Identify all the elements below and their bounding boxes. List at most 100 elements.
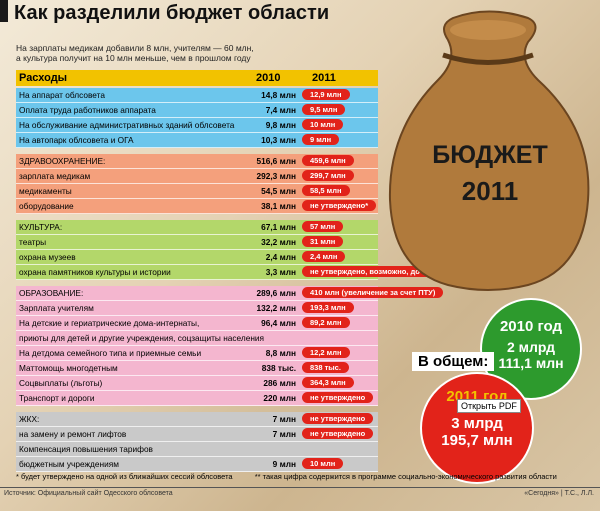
row-label: оборудование — [19, 201, 74, 211]
total-value: 2 млрд — [506, 339, 555, 355]
table-row: ЗДРАВООХРАНЕНИЕ: 516,6 млн 459,6 млн — [16, 154, 378, 169]
table-row: На обслуживание административных зданий … — [16, 118, 378, 133]
bag-label: 2011 — [462, 176, 518, 206]
title-marker — [0, 0, 8, 22]
row-label: На детские и гериатрические дома-интерна… — [19, 318, 200, 328]
value-2010: 54,5 млн — [261, 186, 296, 196]
total-year: 2010 год — [499, 318, 563, 335]
value-2011: 193,3 млн — [302, 302, 354, 313]
value-2011: 10 млн — [302, 458, 344, 469]
column-header: Расходы — [19, 72, 68, 84]
column-header: 2011 — [312, 72, 336, 84]
row-label: театры — [19, 237, 47, 247]
row-label: охрана музеев — [19, 252, 76, 262]
row-label: ЗДРАВООХРАНЕНИЕ: — [19, 156, 106, 166]
footnotes: * будет утверждено на одной из ближайших… — [16, 472, 596, 481]
table-row: На детские и гериатрические дома-интерна… — [16, 316, 378, 331]
bag-illustration: БЮДЖЕТ 2011 — [388, 10, 590, 291]
value-2010: 7,4 млн — [265, 105, 296, 115]
row-label: бюджетным учреждениям — [19, 459, 119, 469]
table-row: На детдома семейного типа и приемные сем… — [16, 346, 378, 361]
value-2010: 32,2 млн — [261, 237, 296, 247]
value-2011: 838 тыс. — [302, 362, 349, 373]
value-2010: 289,6 млн — [256, 288, 297, 298]
value-2010: 10,3 млн — [261, 135, 296, 145]
value-2011: 57 млн — [302, 221, 344, 232]
table-row: КУЛЬТУРА: 67,1 млн 57 млн — [16, 220, 378, 235]
source: Источник: Официальный сайт Одесского обл… — [4, 490, 173, 497]
footnote: * будет утверждено на одной из ближайших… — [16, 472, 233, 481]
value-2010: 292,3 млн — [256, 171, 297, 181]
column-header: 2010 — [256, 72, 281, 84]
value-2011: 459,6 млн — [302, 155, 354, 166]
row-label: Оплата труда работников аппарата — [19, 105, 156, 115]
row-label: зарплата медикам — [19, 171, 91, 181]
table-header: Расходы 2010 2011 — [16, 70, 378, 86]
value-2010: 2,4 млн — [265, 252, 296, 262]
value-2010: 3,3 млн — [265, 267, 296, 277]
value-2011: не утверждено — [302, 413, 374, 424]
credit: «Сегодня» | Т.С., Л.Л. — [524, 490, 594, 497]
subtitle: На зарплаты медикам добавили 8 млн, учит… — [16, 43, 254, 63]
value-2011: 364,3 млн — [302, 377, 354, 388]
value-2011: 58,5 млн — [302, 185, 350, 196]
table-row: зарплата медикам 292,3 млн 299,7 млн — [16, 169, 378, 184]
row-label: КУЛЬТУРА: — [19, 222, 63, 232]
row-label: Транспорт и дороги — [19, 393, 95, 403]
value-2011: 299,7 млн — [302, 170, 354, 181]
value-2010: 7 млн — [272, 429, 296, 439]
table-row: театры 32,2 млн 31 млн — [16, 235, 378, 250]
table-row: охрана памятников культуры и истории 3,3 … — [16, 265, 462, 280]
table-row: На аппарат облсовета 14,8 млн 12,9 млн — [16, 88, 378, 103]
row-label: охрана памятников культуры и истории — [19, 267, 171, 277]
value-2010: 96,4 млн — [261, 318, 296, 328]
value-2010: 9 млн — [272, 459, 296, 469]
total-value: 3 млрд — [451, 415, 503, 432]
value-2010: 220 млн — [263, 393, 296, 403]
row-label: ЖКХ: — [19, 414, 40, 424]
value-2010: 516,6 млн — [256, 156, 297, 166]
row-label: Маттомощь многодетным — [19, 363, 118, 373]
value-2011: 9 млн — [302, 134, 340, 145]
value-2011: 12,9 млн — [302, 89, 350, 100]
table-row: медикаменты 54,5 млн 58,5 млн — [16, 184, 378, 199]
value-2011: 410 млн (увеличение за счет ПТУ) — [302, 287, 444, 298]
row-label: На аппарат облсовета — [19, 90, 105, 100]
divider — [0, 487, 600, 488]
value-2011: не утверждено — [302, 428, 374, 439]
table-row: оборудование 38,1 млн не утверждено* — [16, 199, 378, 214]
total-value: 195,7 млн — [441, 432, 513, 449]
value-2010: 7 млн — [272, 414, 296, 424]
row-label: Компенсация повышения тарифов — [19, 444, 153, 454]
value-2011: 2,4 млн — [302, 251, 346, 262]
value-2011: 89,2 млн — [302, 317, 350, 328]
row-label: На детдома семейного типа и приемные сем… — [19, 348, 202, 358]
total-2010: 2010 год 2 млрд 111,1 млн — [480, 298, 582, 400]
table-row: На автопарк облсовета и ОГА 10,3 млн 9 млн — [16, 133, 378, 148]
value-2010: 38,1 млн — [261, 201, 296, 211]
value-2010: 8,8 млн — [265, 348, 296, 358]
table-row: охрана музеев 2,4 млн 2,4 млн — [16, 250, 378, 265]
table-row: на замену и ремонт лифтов 7 млн не утвержд… — [16, 427, 378, 442]
value-2010: 838 тыс. — [261, 363, 296, 373]
table-row: ОБРАЗОВАНИЕ: 289,6 млн 410 млн (увеличение… — [16, 286, 444, 301]
value-2011: не утверждено — [302, 392, 374, 403]
value-2010: 132,2 млн — [256, 303, 297, 313]
total-2011: 2011 год 3 млрд 195,7 млн — [420, 372, 534, 484]
value-2010: 9,8 млн — [265, 120, 296, 130]
row-label: на замену и ремонт лифтов — [19, 429, 127, 439]
subtitle-line: а культура получит на 10 млн меньше, чем… — [16, 53, 251, 63]
table-row: Зарплата учителям 132,2 млн 193,3 млн — [16, 301, 378, 316]
open-pdf-button[interactable]: Открыть PDF — [457, 399, 521, 413]
table-row: Оплата труда работников аппарата 7,4 млн 9… — [16, 103, 378, 118]
table-row: бюджетным учреждениям 9 млн 10 млн — [16, 457, 378, 472]
table-row: Соцвыплаты (льготы) 286 млн 364,3 млн — [16, 376, 378, 391]
row-label: На автопарк облсовета и ОГА — [19, 135, 134, 145]
row-label: ОБРАЗОВАНИЕ: — [19, 288, 84, 298]
title: Как разделили бюджет области — [14, 2, 330, 24]
row-label: Соцвыплаты (льготы) — [19, 378, 103, 388]
value-2010: 286 млн — [263, 378, 296, 388]
row-label: медикаменты — [19, 186, 72, 196]
table-row: Компенсация повышения тарифов — [16, 442, 378, 457]
